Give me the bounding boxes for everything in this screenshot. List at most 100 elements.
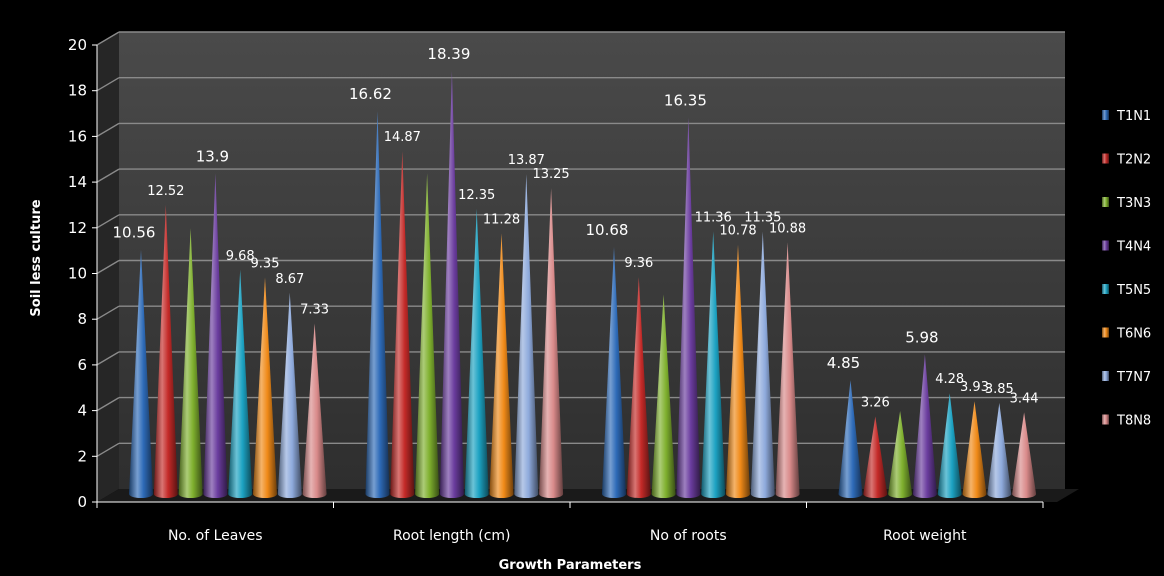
- data-label: 18.39: [427, 45, 470, 63]
- legend-label: T5N5: [1116, 283, 1151, 298]
- data-label: 3.93: [960, 380, 989, 395]
- x-tick-label: Root weight: [883, 528, 967, 544]
- cone-marks: [129, 70, 1037, 499]
- data-label: 10.88: [769, 221, 806, 236]
- cone-T1N1: [365, 111, 390, 498]
- y-tick-label: 8: [77, 310, 87, 328]
- cone-T3N3: [651, 294, 676, 498]
- y-tick-label: 0: [77, 493, 87, 511]
- gridline-side: [96, 259, 120, 275]
- cone-T7N7: [750, 231, 775, 498]
- data-label: 11.35: [744, 211, 781, 226]
- data-label: 11.28: [483, 212, 520, 227]
- gridline-side: [96, 31, 120, 46]
- cone-T8N8: [539, 188, 564, 499]
- x-tick-label: No. of Leaves: [168, 528, 263, 544]
- data-label: 10.78: [719, 224, 756, 239]
- data-label: 9.35: [251, 256, 280, 271]
- data-label: 7.33: [300, 303, 329, 318]
- cone-T6N6: [489, 233, 514, 498]
- legend-swatch-T1N1: [1102, 110, 1109, 120]
- data-label: 13.87: [508, 153, 545, 168]
- legend-label: T4N4: [1116, 240, 1151, 255]
- cone-T3N3: [178, 228, 203, 498]
- legend-label: T6N6: [1116, 327, 1151, 342]
- legend-label: T2N2: [1116, 153, 1151, 168]
- cone-T6N6: [962, 401, 987, 498]
- data-label: 12.35: [458, 188, 495, 203]
- data-label: 3.26: [861, 396, 890, 411]
- cone-T5N5: [464, 208, 489, 499]
- cone-T1N1: [129, 249, 153, 498]
- floor: [97, 489, 1079, 502]
- y-tick-label: 4: [77, 402, 87, 420]
- cone-T2N2: [153, 204, 178, 498]
- y-tick-label: 12: [68, 219, 87, 237]
- legend-swatch-T4N4: [1102, 240, 1109, 251]
- legend-label: T1N1: [1116, 109, 1151, 124]
- gridline-side: [96, 214, 120, 229]
- legend-label: T7N7: [1116, 370, 1151, 385]
- legend-swatch-T3N3: [1102, 197, 1109, 207]
- cone-T2N2: [390, 151, 415, 498]
- data-labels: 10.56 12.52 13.9 9.689.358.67 7.33 16.62 14.87…: [113, 45, 1039, 411]
- cone-T5N5: [228, 269, 253, 498]
- y-tick-label: 14: [68, 173, 87, 191]
- data-label: 12.52: [147, 184, 184, 199]
- cone-T7N7: [514, 174, 539, 498]
- data-label: 9.68: [226, 249, 255, 264]
- data-label: 13.9: [196, 147, 229, 165]
- cone-T3N3: [415, 173, 440, 498]
- legend-swatch-T8N8: [1102, 414, 1109, 425]
- data-label: 10.68: [586, 221, 629, 239]
- data-label: 9.36: [624, 256, 653, 271]
- gridline-side: [96, 396, 120, 412]
- cone-T4N4: [912, 354, 937, 498]
- y-tick-label: 18: [68, 82, 87, 100]
- x-tick-label: Root length (cm): [393, 528, 511, 544]
- cone-T7N7: [987, 403, 1012, 498]
- cone-T2N2: [626, 277, 651, 498]
- cone-T1N1: [602, 246, 626, 498]
- gridline-side: [96, 168, 120, 183]
- cone-T8N8: [1012, 412, 1037, 498]
- y-tick-label: 2: [77, 447, 87, 465]
- cone-T5N5: [937, 393, 962, 498]
- data-label: 4.28: [935, 372, 964, 387]
- x-tick-label: No of roots: [650, 528, 727, 544]
- data-label: 10.56: [113, 224, 156, 242]
- legend-swatch-T7N7: [1102, 371, 1109, 381]
- data-label: 11.36: [695, 210, 732, 225]
- cone-T1N1: [838, 380, 863, 498]
- legend-label: T3N3: [1116, 196, 1151, 211]
- data-label: 13.25: [532, 167, 569, 182]
- cone-T4N4: [676, 117, 701, 498]
- data-label: 4.85: [827, 354, 860, 372]
- gridlines: [96, 31, 1065, 457]
- y-axis: 0 2 4 6 8 10 12 14 16 18 20: [68, 36, 98, 511]
- legend: T1N1 T2N2 T3N3 T4N4 T5N5 T6N6 T7N7 T8N8: [1102, 109, 1151, 429]
- cone-T8N8: [302, 323, 327, 498]
- y-tick-label: 20: [68, 36, 87, 54]
- cone-T4N4: [203, 173, 228, 498]
- data-label: 3.44: [1010, 391, 1039, 406]
- gridline-side: [96, 442, 120, 457]
- legend-swatch-T5N5: [1102, 284, 1109, 294]
- data-label: 8.67: [275, 272, 304, 287]
- cone-T2N2: [863, 416, 888, 498]
- cone-T8N8: [775, 242, 800, 498]
- legend-label: T8N8: [1116, 414, 1151, 429]
- y-axis-label: Soil less culture: [29, 199, 44, 316]
- data-label: 16.35: [664, 91, 707, 109]
- cone-T7N7: [277, 292, 302, 498]
- cone-T6N6: [253, 277, 277, 498]
- gridline-side: [96, 305, 120, 320]
- data-label: 14.87: [384, 130, 421, 145]
- legend-swatch-T6N6: [1102, 327, 1109, 338]
- y-tick-label: 10: [68, 265, 87, 283]
- x-axis: No. of Leaves Root length (cm) No of roots…: [96, 501, 1044, 544]
- data-label: 3.85: [985, 382, 1014, 397]
- legend-swatch-T2N2: [1102, 153, 1109, 164]
- cone-T4N4: [439, 70, 464, 498]
